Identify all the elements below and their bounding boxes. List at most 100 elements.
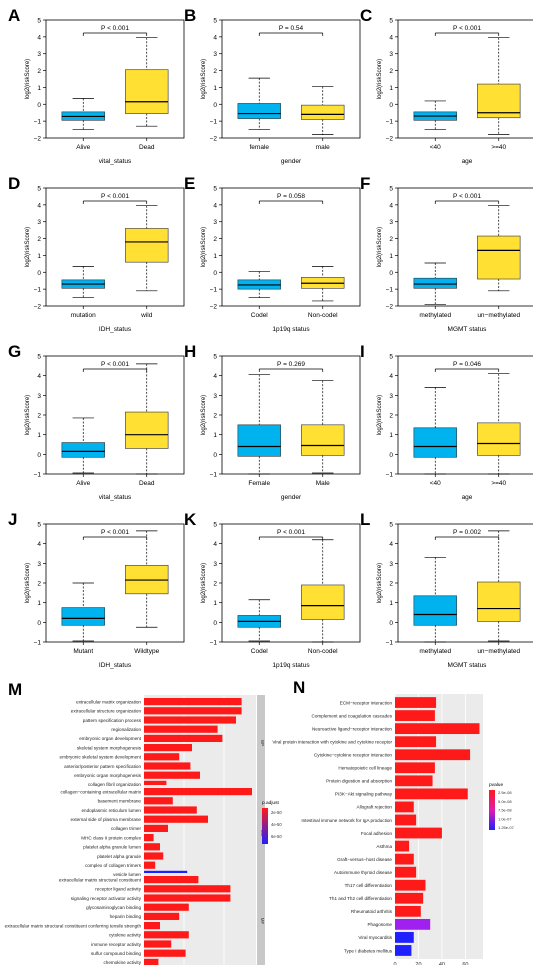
x-tick-label: Alive: [76, 480, 90, 487]
box-0: [413, 595, 457, 626]
bar: [395, 736, 437, 748]
boxplot-panel-g: G −1 0 1 2 3 4 5 log2(riskScore) vital_status P < …: [8, 342, 185, 501]
bar: [395, 762, 435, 774]
x-tick-label: Codel: [251, 648, 269, 655]
facet-strip-label: BP: [260, 740, 265, 746]
bar-label: receptor ligand activity: [95, 887, 141, 892]
bar-label: Viral protein interaction with cytokine …: [272, 739, 392, 744]
bar-label: embryonic organ development: [79, 736, 142, 741]
y-tick-label: 1: [213, 600, 217, 607]
bar-label: Th1 and Th2 cell differentiation: [329, 896, 392, 901]
y-tick-label: 3: [37, 219, 41, 226]
bar-label: external side of plasma membrane: [71, 817, 142, 822]
bar: [395, 892, 424, 904]
bar-label: sulfur compound binding: [91, 951, 141, 956]
x-tick-label: Dead: [139, 144, 155, 151]
bar: [144, 815, 208, 823]
y-tick-label: 3: [213, 393, 217, 400]
boxplot-panel-j: J −1 0 1 2 3 4 5 log2(riskScore) IDH_status P < 0.…: [8, 510, 185, 669]
boxplot-panel-d: D −2 −1 0 1 2 3 4 5 log2(riskScore) IDH_status P < …: [8, 174, 185, 333]
boxplot-panel-k: K −1 0 1 2 3 4 5 log2(riskScore) 1p19q status P < …: [184, 510, 361, 669]
legend-label: 2.5e-08: [498, 790, 512, 795]
x-axis-label: age: [462, 494, 473, 501]
bar: [395, 932, 414, 943]
panel-letter: L: [360, 510, 370, 529]
bar-label: regionalization: [111, 727, 141, 732]
y-tick-label: −1: [34, 640, 42, 647]
y-tick-label: 4: [389, 373, 393, 380]
bar: [144, 843, 160, 851]
y-tick-label: 4: [213, 202, 217, 209]
bar-label: collagen fibril organization: [88, 782, 142, 787]
bar: [144, 885, 231, 893]
x-tick-label: Wildtype: [134, 648, 159, 655]
y-axis-label: log2(riskScore): [25, 563, 31, 603]
boxplot-panel-l: L −1 0 1 2 3 4 5 log2(riskScore) MGMT status P = 0…: [360, 510, 533, 669]
legend-label: 4e-50: [271, 822, 282, 827]
plot-frame: [397, 187, 533, 307]
boxplot-panel-e: E −2 −1 0 1 2 3 4 5 log2(riskScore) 1p19q status P …: [184, 174, 361, 333]
bar: [144, 834, 154, 842]
bar-label: platelet alpha granule: [97, 854, 141, 859]
panel-letter: H: [184, 342, 196, 361]
bar-label: immune receptor activity: [91, 942, 141, 947]
bar-label: Neuroactive ligand−receptor interaction: [312, 726, 392, 731]
x-tick-label: mutation: [71, 312, 96, 319]
bar-label: Complement and coagulation cascades: [312, 713, 393, 718]
bar: [395, 749, 471, 761]
y-tick-label: 0: [389, 102, 393, 109]
p-value-label: P = 0.046: [453, 361, 481, 368]
bar-label: heparin binding: [110, 914, 142, 919]
bar: [144, 788, 252, 796]
bar: [144, 725, 218, 733]
bar: [144, 771, 200, 779]
y-tick-label: −1: [210, 640, 218, 647]
bar-label: Protein digestion and absorption: [326, 779, 392, 784]
y-tick-label: 1: [37, 600, 41, 607]
bar-label: Autoimmune thyroid disease: [334, 870, 392, 875]
plot-frame: [45, 19, 185, 139]
y-tick-label: 4: [213, 541, 217, 548]
bar-label: Intestinal immune network for IgA produc…: [301, 818, 392, 823]
bar: [395, 866, 417, 878]
bar: [144, 876, 199, 884]
y-tick-label: −1: [386, 119, 394, 126]
bar: [144, 912, 180, 920]
bar: [144, 734, 223, 742]
y-tick-label: 2: [37, 581, 41, 588]
y-tick-label: 1: [37, 432, 41, 439]
y-tick-label: 2: [213, 68, 217, 75]
x-tick-label: Mutant: [73, 648, 93, 655]
box-0: [237, 424, 281, 457]
boxplot-panel-b: B −2 −1 0 1 2 3 4 5 log2(riskScore) gender P = 0.54…: [184, 6, 361, 165]
boxplot-panel-h: H −1 0 1 2 3 4 5 log2(riskScore) gender P = 0.269 F…: [184, 342, 361, 501]
bar-label: Type I diabetes mellitus: [344, 948, 393, 953]
plot-frame: [221, 19, 361, 139]
y-tick-label: 4: [213, 34, 217, 41]
bar-label: chemokine activity: [103, 960, 141, 965]
bar-label: Phagosome: [367, 922, 392, 927]
x-tick-label: >=40: [491, 144, 506, 151]
y-tick-label: 4: [389, 202, 393, 209]
y-tick-label: 4: [37, 202, 41, 209]
box-0: [237, 103, 281, 119]
bar: [395, 710, 435, 721]
y-tick-label: 2: [213, 581, 217, 588]
y-tick-label: 0: [213, 620, 217, 627]
y-tick-label: 0: [389, 270, 393, 277]
go-group-mf: MF extracellular matrix structural consti…: [5, 873, 265, 965]
bar-label: basement membrane: [98, 799, 142, 804]
bar: [395, 905, 421, 917]
bar-label: complex of collagen trimers: [85, 863, 142, 868]
bar-label: ECM−receptor interaction: [340, 700, 393, 705]
bar: [144, 806, 197, 814]
y-tick-label: 0: [389, 620, 393, 627]
bar: [144, 753, 180, 761]
y-tick-label: 2: [389, 413, 393, 420]
y-tick-label: 5: [213, 186, 217, 193]
bar-label: Focal adhesion: [361, 831, 393, 836]
bar-label: collagen trimer: [111, 826, 142, 831]
bar-label: skeletal system morphogenesis: [77, 745, 142, 750]
bar-label: endoplasmic reticulum lumen: [82, 808, 142, 813]
y-tick-label: 5: [37, 522, 41, 529]
